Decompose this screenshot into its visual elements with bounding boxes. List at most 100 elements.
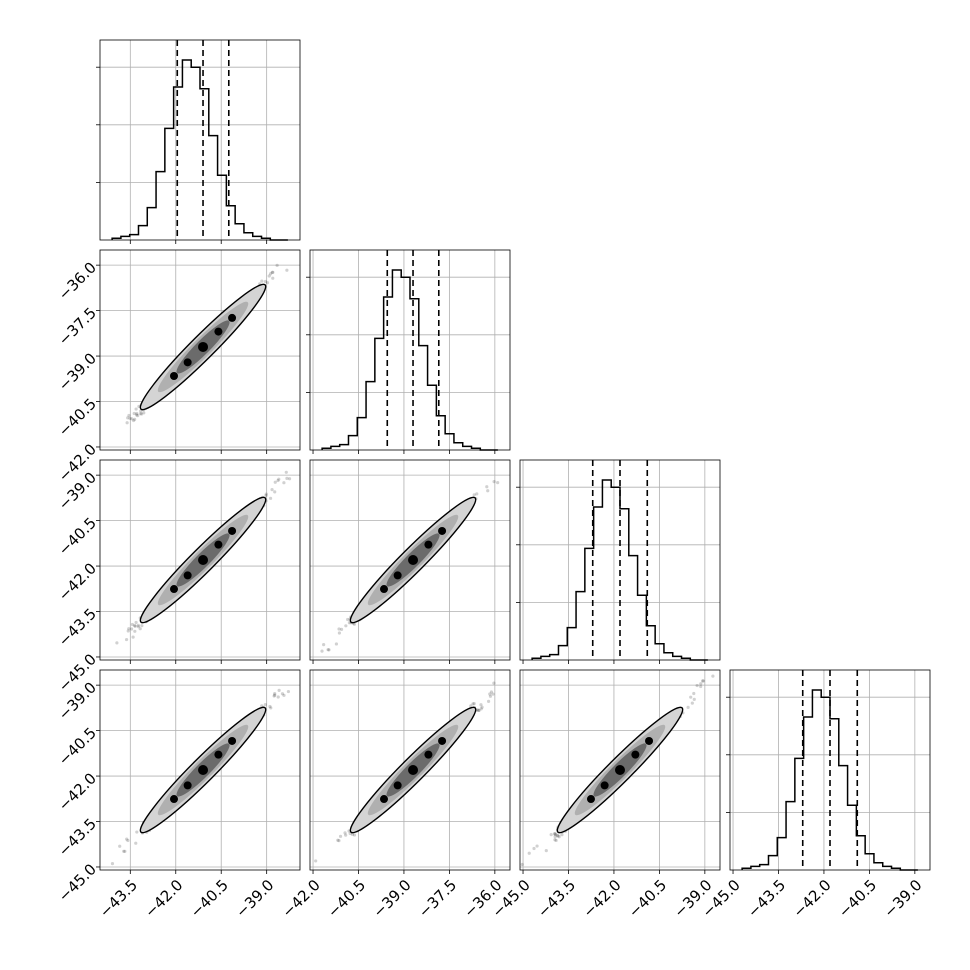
- sample-point: [326, 648, 330, 652]
- panel-3-2: −45.0 −43.5 −42.0 −40.5 −39.0: [489, 669, 721, 921]
- sample-point: [549, 833, 553, 837]
- sample-point: [479, 707, 483, 711]
- sample-point: [282, 693, 286, 697]
- sample-point: [527, 851, 531, 855]
- density-peak: [393, 781, 402, 790]
- sample-point: [130, 622, 134, 627]
- y-tick-label: −40.5: [55, 724, 100, 769]
- sample-point: [553, 835, 557, 839]
- sample-point: [132, 411, 136, 416]
- sample-point: [701, 679, 705, 683]
- sample-point: [269, 706, 273, 710]
- sample-point: [285, 268, 289, 272]
- panel-3-1: −42.0 −40.5 −39.0 −37.5 −36.0: [279, 669, 511, 921]
- sample-point: [280, 692, 285, 696]
- sample-point: [273, 693, 277, 697]
- sample-point: [469, 704, 473, 708]
- density-peak: [183, 358, 192, 367]
- sample-point: [472, 493, 476, 497]
- sample-point: [544, 848, 548, 853]
- sample-point: [136, 414, 140, 418]
- sample-point: [269, 272, 273, 276]
- sample-point: [271, 276, 275, 280]
- y-tick-label: −37.5: [55, 304, 100, 349]
- sample-point: [122, 849, 126, 853]
- axes-frame: [99, 459, 301, 661]
- sample-point: [140, 624, 144, 628]
- sample-point: [337, 839, 341, 843]
- sample-point: [535, 844, 539, 848]
- sample-point: [133, 629, 137, 633]
- sample-point: [337, 627, 341, 631]
- density-peak: [438, 526, 447, 535]
- sample-point: [346, 617, 350, 622]
- y-tick-label: −42.0: [55, 559, 100, 604]
- x-tick-label: −40.5: [187, 876, 232, 921]
- sample-point: [263, 279, 268, 284]
- sample-point: [264, 492, 268, 496]
- sample-point: [267, 274, 271, 278]
- sample-point: [314, 859, 318, 863]
- y-tick-label: −45.0: [55, 860, 100, 905]
- sample-point: [339, 627, 344, 631]
- sample-point: [479, 703, 483, 707]
- sample-point: [471, 702, 475, 706]
- sample-point: [134, 620, 138, 625]
- x-tick-label: −39.0: [369, 876, 414, 921]
- sample-point: [350, 832, 355, 836]
- sample-point: [135, 411, 139, 416]
- sample-point: [492, 480, 496, 484]
- sample-point: [337, 631, 342, 635]
- sample-point: [489, 690, 494, 694]
- axes-frame: [99, 39, 301, 241]
- sample-point: [692, 691, 696, 696]
- sample-point: [556, 834, 560, 838]
- sample-point: [270, 270, 274, 274]
- sample-point: [126, 416, 130, 420]
- sample-point: [480, 705, 484, 709]
- sample-point: [139, 412, 144, 416]
- sample-point: [115, 641, 119, 645]
- sample-point: [475, 492, 479, 496]
- sample-point: [488, 692, 492, 696]
- y-tick-label: −43.5: [55, 605, 100, 650]
- sample-point: [132, 418, 136, 423]
- sample-point: [554, 833, 558, 837]
- sample-point: [277, 477, 281, 481]
- sample-point: [127, 627, 131, 631]
- histogram-0: [111, 59, 288, 241]
- density-peak: [228, 313, 237, 322]
- x-tick-label: −42.0: [579, 876, 624, 921]
- y-tick-label: −43.5: [55, 815, 100, 860]
- sample-point: [695, 683, 699, 688]
- sample-point: [133, 417, 137, 421]
- sample-point: [276, 478, 280, 483]
- sample-point: [136, 625, 140, 629]
- sample-point: [134, 413, 139, 417]
- sample-point: [492, 681, 496, 685]
- sample-point: [690, 701, 694, 705]
- x-tick-label: −42.0: [279, 876, 324, 921]
- x-tick-label: −42.0: [141, 876, 186, 921]
- x-tick-label: −43.5: [744, 876, 789, 921]
- sample-point: [689, 695, 693, 699]
- sample-point: [273, 490, 277, 494]
- sample-point: [126, 629, 130, 633]
- panel-2-1: [309, 459, 511, 664]
- sample-point: [701, 679, 705, 683]
- contour-outline: [349, 706, 477, 834]
- sample-point: [476, 708, 481, 712]
- sample-point: [557, 835, 561, 839]
- panel-1-0: −42.0−40.5−39.0−37.5−36.0: [55, 249, 301, 485]
- density-peak: [424, 750, 433, 759]
- sample-point: [133, 624, 137, 628]
- panel-2-0: −45.0−43.5−42.0−40.5−39.0: [55, 459, 301, 695]
- density-peak: [645, 736, 654, 745]
- density-peak: [214, 540, 223, 549]
- sample-point: [553, 838, 557, 842]
- density-peak: [228, 526, 237, 535]
- sample-point: [491, 692, 495, 696]
- density-peak: [393, 571, 402, 580]
- sample-point: [554, 838, 558, 843]
- axes-frame: [729, 669, 931, 871]
